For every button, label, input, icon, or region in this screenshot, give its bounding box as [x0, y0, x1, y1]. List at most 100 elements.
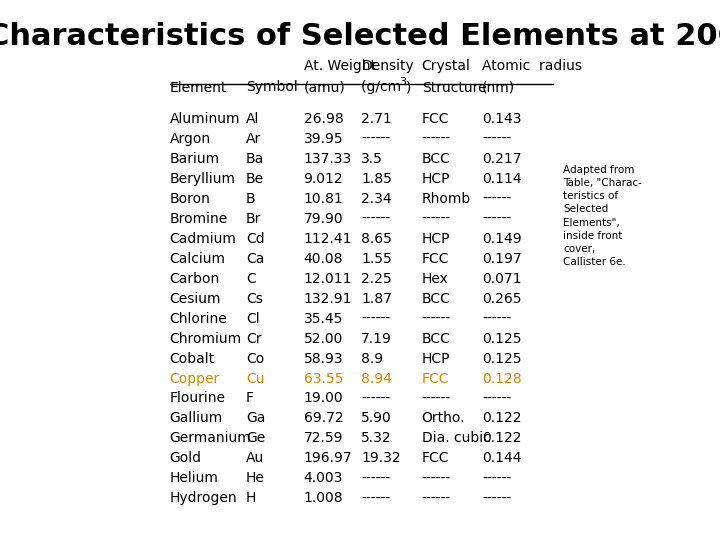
Text: ------: ------ [361, 212, 390, 226]
Text: Chromium: Chromium [170, 332, 242, 346]
Text: 1.87: 1.87 [361, 292, 392, 306]
Text: 0.265: 0.265 [482, 292, 521, 306]
Text: Cu: Cu [246, 372, 264, 386]
Text: ------: ------ [422, 392, 451, 406]
Text: ------: ------ [482, 312, 511, 326]
Text: ------: ------ [422, 491, 451, 505]
Text: 0.114: 0.114 [482, 172, 522, 186]
Text: 0.149: 0.149 [482, 232, 522, 246]
Text: Gallium: Gallium [170, 411, 223, 426]
Text: 0.125: 0.125 [482, 332, 521, 346]
Text: ------: ------ [361, 132, 390, 146]
Text: Structure: Structure [422, 80, 486, 94]
Text: Ge: Ge [246, 431, 265, 446]
Text: HCP: HCP [422, 352, 450, 366]
Text: Density: Density [361, 59, 414, 73]
Text: BCC: BCC [422, 292, 451, 306]
Text: 132.91: 132.91 [304, 292, 352, 306]
Text: Copper: Copper [170, 372, 220, 386]
Text: ------: ------ [482, 392, 511, 406]
Text: 3.5: 3.5 [361, 152, 383, 166]
Text: 26.98: 26.98 [304, 112, 343, 126]
Text: Hex: Hex [422, 272, 449, 286]
Text: (amu): (amu) [304, 80, 346, 94]
Text: Cadmium: Cadmium [170, 232, 237, 246]
Text: Ca: Ca [246, 252, 264, 266]
Text: ------: ------ [482, 491, 511, 505]
Text: C: C [246, 272, 256, 286]
Text: Cd: Cd [246, 232, 264, 246]
Text: Ar: Ar [246, 132, 261, 146]
Text: 1.85: 1.85 [361, 172, 392, 186]
Text: FCC: FCC [422, 252, 449, 266]
Text: ------: ------ [361, 312, 390, 326]
Text: ------: ------ [361, 471, 390, 485]
Text: Flourine: Flourine [170, 392, 225, 406]
Text: 8.9: 8.9 [361, 352, 384, 366]
Text: 0.122: 0.122 [482, 431, 521, 446]
Text: 0.128: 0.128 [482, 372, 522, 386]
Text: ------: ------ [422, 212, 451, 226]
Text: Au: Au [246, 451, 264, 465]
Text: Cesium: Cesium [170, 292, 221, 306]
Text: Ga: Ga [246, 411, 265, 426]
Text: Aluminum: Aluminum [170, 112, 240, 126]
Text: Gold: Gold [170, 451, 202, 465]
Text: Chlorine: Chlorine [170, 312, 228, 326]
Text: 0.197: 0.197 [482, 252, 522, 266]
Text: Atomic  radius: Atomic radius [482, 59, 582, 73]
Text: 5.90: 5.90 [361, 411, 392, 426]
Text: ------: ------ [422, 132, 451, 146]
Text: 1.55: 1.55 [361, 252, 392, 266]
Text: Dia. cubic: Dia. cubic [422, 431, 490, 446]
Text: ): ) [406, 80, 411, 94]
Text: Helium: Helium [170, 471, 219, 485]
Text: F: F [246, 392, 254, 406]
Text: 72.59: 72.59 [304, 431, 343, 446]
Text: At. Weight: At. Weight [304, 59, 376, 73]
Text: Ortho.: Ortho. [422, 411, 465, 426]
Text: Beryllium: Beryllium [170, 172, 235, 186]
Text: 0.122: 0.122 [482, 411, 521, 426]
Text: ------: ------ [361, 491, 390, 505]
Text: 52.00: 52.00 [304, 332, 343, 346]
Text: (g/cm: (g/cm [361, 80, 406, 94]
Text: ------: ------ [422, 471, 451, 485]
Text: 9.012: 9.012 [304, 172, 343, 186]
Text: Bromine: Bromine [170, 212, 228, 226]
Text: HCP: HCP [422, 232, 450, 246]
Text: FCC: FCC [422, 372, 449, 386]
Text: 8.65: 8.65 [361, 232, 392, 246]
Text: 196.97: 196.97 [304, 451, 352, 465]
Text: 0.144: 0.144 [482, 451, 521, 465]
Text: 79.90: 79.90 [304, 212, 343, 226]
Text: FCC: FCC [422, 112, 449, 126]
Text: ------: ------ [482, 471, 511, 485]
Text: 5.32: 5.32 [361, 431, 392, 446]
Text: Cr: Cr [246, 332, 261, 346]
Text: 69.72: 69.72 [304, 411, 343, 426]
Text: Carbon: Carbon [170, 272, 220, 286]
Text: Cobalt: Cobalt [170, 352, 215, 366]
Text: 40.08: 40.08 [304, 252, 343, 266]
Text: Germanium: Germanium [170, 431, 251, 446]
Text: Symbol: Symbol [246, 80, 297, 94]
Text: Calcium: Calcium [170, 252, 225, 266]
Text: Boron: Boron [170, 192, 210, 206]
Text: 0.143: 0.143 [482, 112, 521, 126]
Text: 10.81: 10.81 [304, 192, 343, 206]
Text: 19.32: 19.32 [361, 451, 401, 465]
Text: Adapted from
Table, "Charac-
teristics of
Selected
Elements",
inside front
cover: Adapted from Table, "Charac- teristics o… [564, 165, 642, 267]
Text: 58.93: 58.93 [304, 352, 343, 366]
Text: 2.71: 2.71 [361, 112, 392, 126]
Text: Crystal: Crystal [422, 59, 471, 73]
Text: 39.95: 39.95 [304, 132, 343, 146]
Text: Cl: Cl [246, 312, 259, 326]
Text: 2.25: 2.25 [361, 272, 392, 286]
Text: Br: Br [246, 212, 261, 226]
Text: 2.34: 2.34 [361, 192, 392, 206]
Text: ------: ------ [482, 212, 511, 226]
Text: 0.125: 0.125 [482, 352, 521, 366]
Text: Cs: Cs [246, 292, 263, 306]
Text: 4.003: 4.003 [304, 471, 343, 485]
